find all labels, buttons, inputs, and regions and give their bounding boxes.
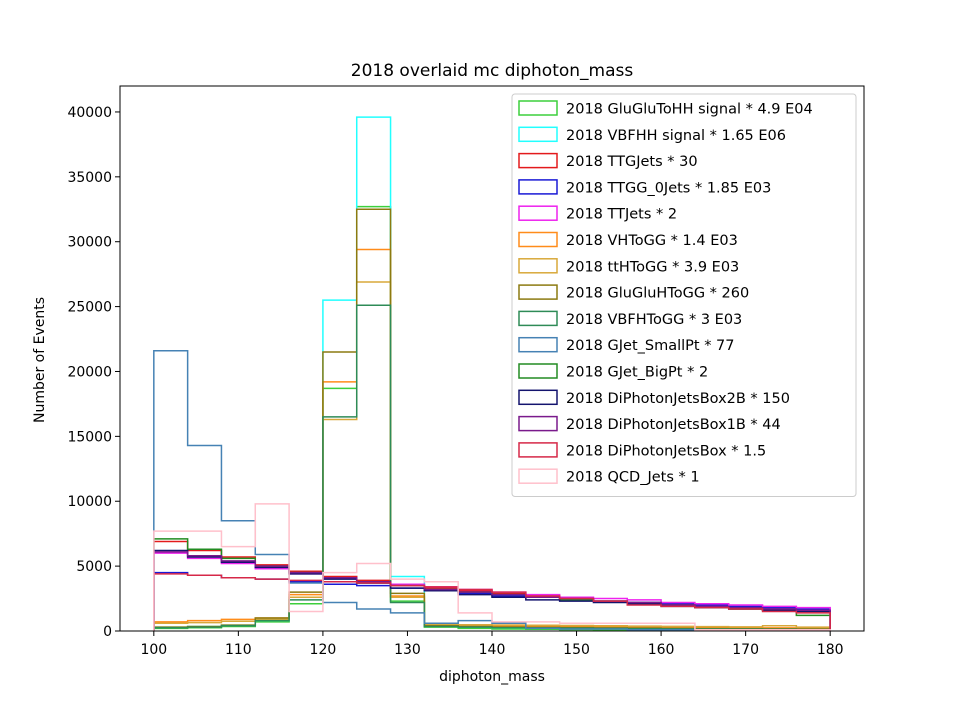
- y-tick-label: 0: [103, 624, 112, 640]
- legend-swatch: [518, 231, 558, 248]
- axes: 100 110 120 130 140 150 160 170 180 0 5000 10000 150…: [67, 85, 865, 658]
- y-tick-label: 25000: [67, 300, 112, 316]
- legend-swatch: [518, 442, 558, 458]
- x-tick-label: 110: [225, 642, 252, 658]
- x-tick-label: 120: [310, 642, 337, 658]
- legend-entry-label: 2018 GluGluHToGG * 260: [566, 286, 749, 302]
- x-tick-label: 100: [140, 642, 167, 658]
- legend-entry-label: 2018 DiPhotonJetsBox1B * 44: [566, 417, 781, 433]
- legend-swatch: [518, 336, 558, 353]
- x-tick-label: 170: [732, 642, 759, 658]
- legend-entry-label: 2018 QCD_Jets * 1: [566, 470, 700, 486]
- legend-swatch: [518, 389, 558, 406]
- legend-swatch: [518, 468, 558, 484]
- x-tick-label: 150: [563, 642, 590, 658]
- y-tick-label: 30000: [67, 235, 112, 251]
- legend-entry-label: 2018 GJet_SmallPt * 77: [566, 338, 735, 354]
- legend-entry-label: 2018 TTGJets * 30: [566, 154, 698, 170]
- y-tick-label: 10000: [67, 494, 112, 510]
- legend-entry-label: 2018 GJet_BigPt * 2: [566, 365, 708, 381]
- x-tick-label: 160: [648, 642, 675, 658]
- legend-entry-label: 2018 DiPhotonJetsBox2B * 150: [566, 391, 790, 407]
- legend-swatch: [518, 310, 558, 327]
- x-tick-label: 180: [817, 642, 844, 658]
- series-line-13: [153, 573, 831, 631]
- legend-swatch: [518, 363, 558, 379]
- y-axis-label: Number of Events: [32, 297, 48, 423]
- legend-swatch: [518, 152, 558, 169]
- legend-swatch: [518, 284, 558, 300]
- series-line-14: [153, 503, 831, 631]
- legend-entry-label: 2018 TTJets * 2: [566, 207, 677, 223]
- series-line-12: [153, 551, 831, 631]
- y-tick-label: 35000: [67, 170, 112, 186]
- y-tick-label: 15000: [67, 429, 112, 445]
- legend-swatch: [518, 258, 558, 274]
- legend-swatch: [518, 126, 558, 143]
- x-tick-label: 140: [479, 642, 506, 658]
- legend-swatch: [518, 205, 558, 221]
- legend-entry-label: 2018 DiPhotonJetsBox * 1.5: [566, 443, 766, 459]
- legend-swatch: [518, 100, 558, 116]
- y-tick-label: 5000: [76, 559, 112, 575]
- series-line-9: [153, 349, 831, 631]
- chart-title: 2018 overlaid mc diphoton_mass: [351, 61, 634, 81]
- legend-entry-label: 2018 VBFHToGG * 3 E03: [566, 312, 742, 328]
- legend-swatch: [518, 415, 558, 432]
- y-tick-label: 40000: [67, 105, 112, 121]
- legend-box: [511, 93, 857, 497]
- legend-entry-label: 2018 ttHToGG * 3.9 E03: [566, 259, 739, 275]
- legend-entry-label: 2018 TTGG_0Jets * 1.85 E03: [566, 180, 771, 196]
- legend-entry-label: 2018 GluGluToHH signal * 4.9 E04: [566, 102, 813, 118]
- legend-swatch: [518, 179, 558, 195]
- legend-entry-label: 2018 VBFHH signal * 1.65 E06: [566, 128, 786, 144]
- x-axis-label: diphoton_mass: [439, 669, 545, 685]
- y-tick-label: 20000: [67, 364, 112, 380]
- legend-entry-label: 2018 VHToGG * 1.4 E03: [566, 233, 738, 249]
- legend: 2018 GluGluToHH signal * 4.9 E04 2018 VBF…: [511, 93, 857, 497]
- x-tick-label: 130: [394, 642, 421, 658]
- plot-area: [153, 116, 831, 631]
